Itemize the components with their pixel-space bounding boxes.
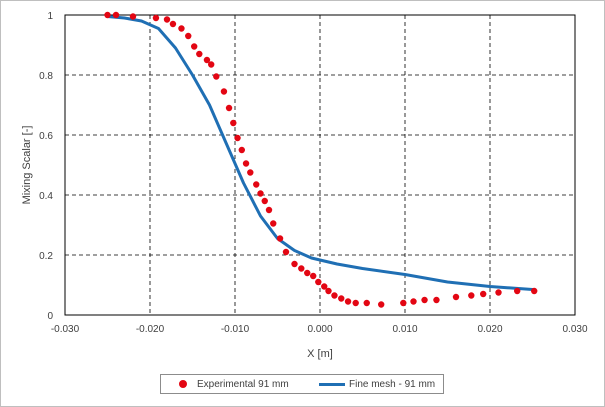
legend-label-experimental: Experimental 91 mm <box>197 378 289 390</box>
experimental-point <box>152 14 160 22</box>
experimental-point <box>468 292 475 299</box>
experimental-point <box>325 287 332 295</box>
x-tick-label: 0.010 <box>392 324 417 335</box>
experimental-point <box>338 295 345 302</box>
experimental-point <box>208 61 215 68</box>
experimental-point <box>310 272 317 280</box>
experimental-point <box>298 265 305 272</box>
experimental-point <box>104 11 111 19</box>
y-axis-title: Mixing Scalar [-] <box>21 126 33 205</box>
experimental-point <box>225 104 233 112</box>
y-tick-label: 0 <box>47 311 53 322</box>
experimental-point <box>363 299 370 307</box>
x-tick-label: -0.020 <box>136 324 165 335</box>
experimental-point <box>191 43 198 50</box>
x-tick-label: 0.030 <box>562 324 587 335</box>
x-tick-label: 0.020 <box>477 324 502 335</box>
experimental-point <box>378 301 385 308</box>
experimental-point <box>196 50 203 58</box>
experimental-point <box>253 181 260 188</box>
x-axis-title: X [m] <box>307 348 333 360</box>
experimental-point <box>282 248 290 256</box>
experimental-point <box>433 296 440 304</box>
experimental-point <box>247 169 254 176</box>
legend-label-fine-mesh: Fine mesh - 91 mm <box>349 378 436 390</box>
legend-item-fine-mesh: Fine mesh - 91 mm <box>319 375 435 393</box>
x-tick-label: 0.000 <box>307 324 332 335</box>
x-tick-label: -0.030 <box>51 324 80 335</box>
experimental-point <box>261 197 268 205</box>
experimental-point <box>220 88 228 95</box>
experimental-point <box>163 16 171 23</box>
legend-marker-experimental <box>179 380 187 388</box>
experimental-point <box>344 298 352 305</box>
y-tick-label: 0.4 <box>39 191 53 202</box>
experimental-point <box>315 278 322 286</box>
y-tick-label: 1 <box>47 11 53 22</box>
experimental-point <box>242 160 250 167</box>
experimental-point <box>203 56 211 64</box>
x-tick-label: -0.010 <box>221 324 250 335</box>
experimental-point <box>178 25 185 32</box>
experimental-point <box>230 119 237 127</box>
experimental-point <box>400 299 407 307</box>
experimental-point <box>257 190 264 197</box>
experimental-point <box>238 146 245 154</box>
experimental-point <box>352 299 359 307</box>
y-tick-label: 0.6 <box>39 131 53 142</box>
experimental-point <box>321 283 328 290</box>
experimental-point <box>234 134 241 142</box>
y-tick-label: 0.2 <box>39 251 53 262</box>
experimental-point <box>410 298 417 305</box>
plot-area <box>64 14 576 316</box>
experimental-point <box>331 292 338 299</box>
legend-marker-fine-mesh <box>319 382 345 386</box>
legend: Experimental 91 mm Fine mesh - 91 mm <box>160 374 444 394</box>
experimental-point <box>531 287 538 295</box>
experimental-point <box>276 235 284 242</box>
experimental-point <box>452 293 460 301</box>
experimental-point <box>270 220 277 227</box>
experimental-point <box>304 269 311 277</box>
experimental-point <box>291 260 298 268</box>
experimental-point <box>514 287 521 295</box>
experimental-point <box>112 11 120 19</box>
experimental-point <box>185 32 192 40</box>
legend-item-experimental: Experimental 91 mm <box>179 375 289 393</box>
experimental-point <box>421 296 428 304</box>
experimental-point <box>169 20 177 28</box>
experimental-point <box>265 206 273 214</box>
fine-mesh-line <box>106 15 534 291</box>
experimental-point <box>129 13 137 20</box>
y-tick-label: 0.8 <box>39 71 53 82</box>
experimental-point <box>495 289 502 296</box>
experimental-point <box>213 73 220 80</box>
experimental-point <box>480 290 487 298</box>
